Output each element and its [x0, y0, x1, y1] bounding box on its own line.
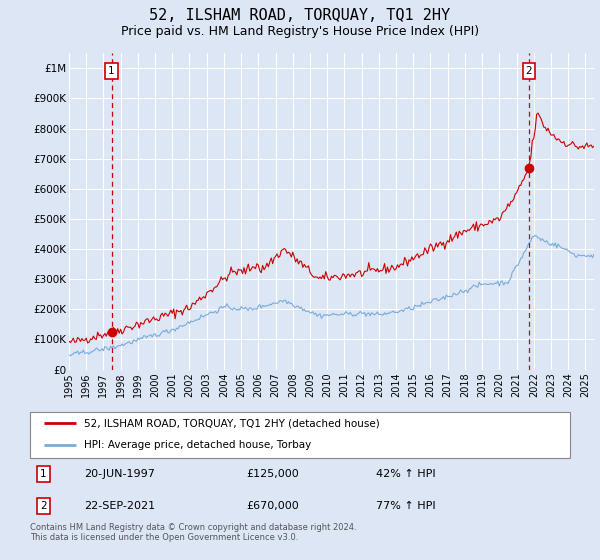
Text: 77% ↑ HPI: 77% ↑ HPI [376, 501, 435, 511]
Text: 1: 1 [108, 66, 115, 76]
Text: 1: 1 [40, 469, 47, 479]
Text: 52, ILSHAM ROAD, TORQUAY, TQ1 2HY: 52, ILSHAM ROAD, TORQUAY, TQ1 2HY [149, 8, 451, 24]
Text: 52, ILSHAM ROAD, TORQUAY, TQ1 2HY (detached house): 52, ILSHAM ROAD, TORQUAY, TQ1 2HY (detac… [84, 418, 380, 428]
Text: £125,000: £125,000 [246, 469, 299, 479]
Text: 20-JUN-1997: 20-JUN-1997 [84, 469, 155, 479]
Text: Contains HM Land Registry data © Crown copyright and database right 2024.
This d: Contains HM Land Registry data © Crown c… [30, 523, 356, 543]
Text: Price paid vs. HM Land Registry's House Price Index (HPI): Price paid vs. HM Land Registry's House … [121, 25, 479, 38]
Text: 2: 2 [40, 501, 47, 511]
Text: 2: 2 [526, 66, 532, 76]
FancyBboxPatch shape [30, 412, 570, 458]
Text: 22-SEP-2021: 22-SEP-2021 [84, 501, 155, 511]
Text: HPI: Average price, detached house, Torbay: HPI: Average price, detached house, Torb… [84, 440, 311, 450]
Text: £670,000: £670,000 [246, 501, 299, 511]
Text: 42% ↑ HPI: 42% ↑ HPI [376, 469, 435, 479]
